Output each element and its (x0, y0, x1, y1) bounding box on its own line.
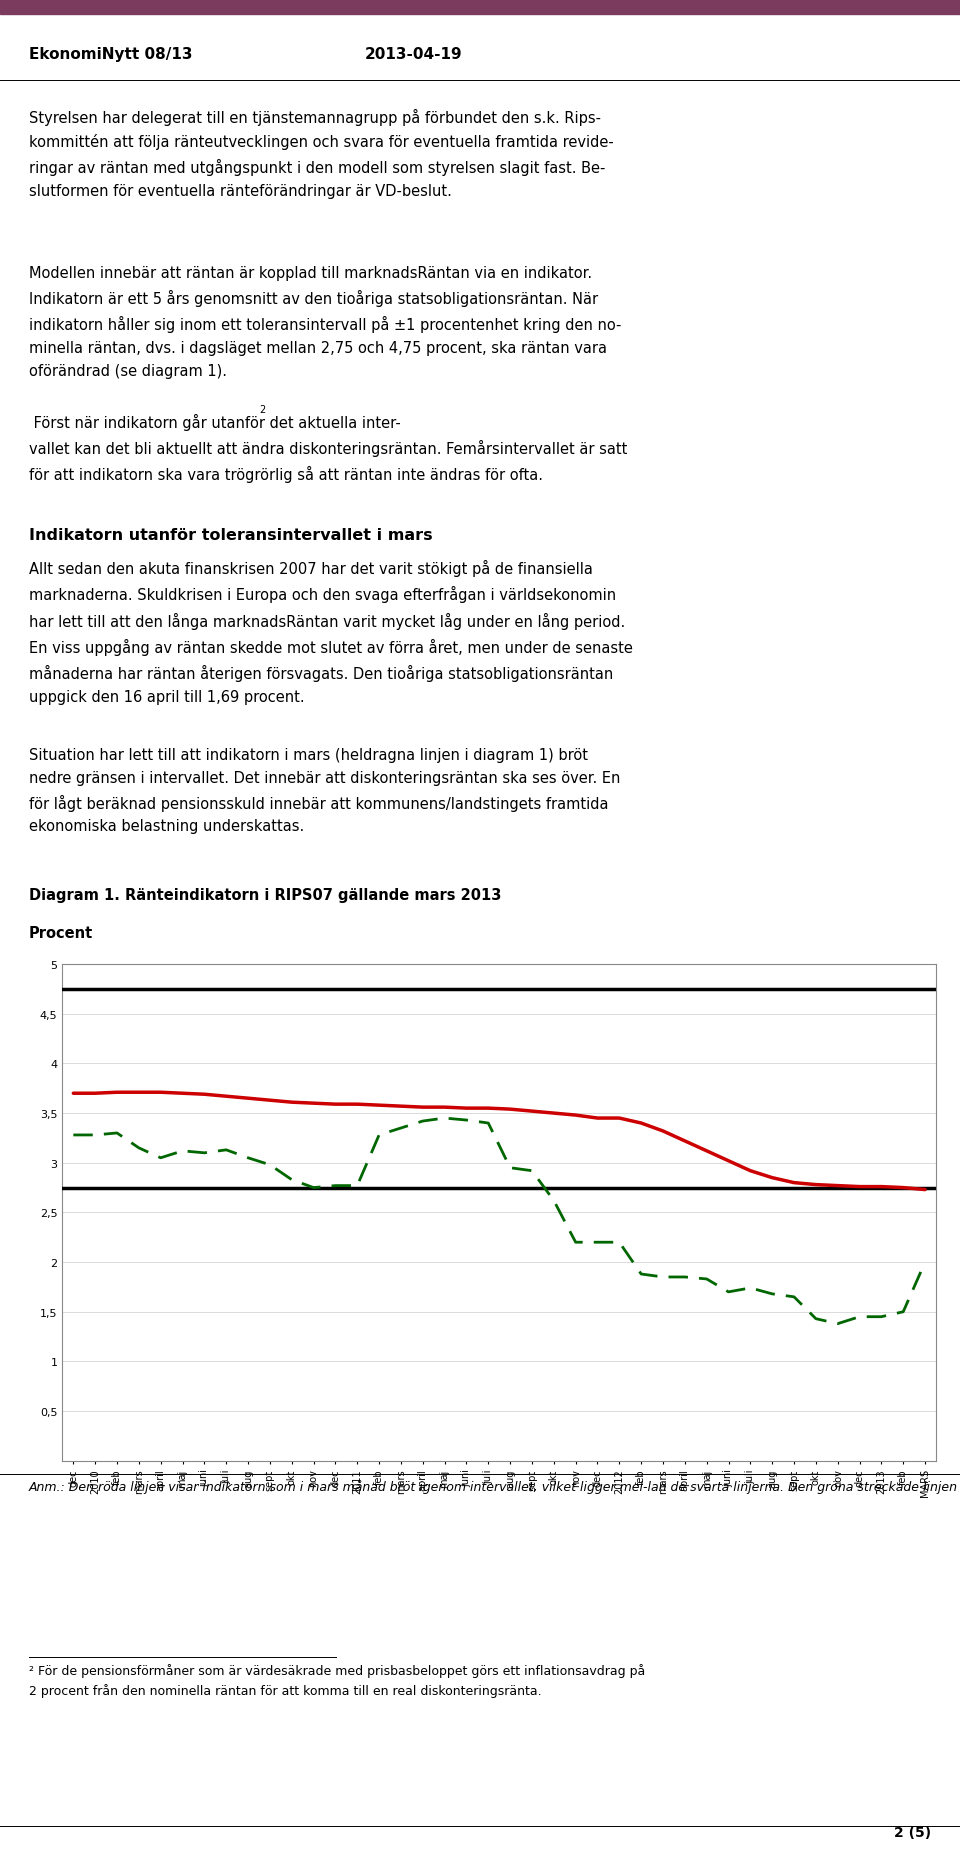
Text: Procent: Procent (29, 925, 93, 940)
Text: Styrelsen har delegerat till en tjänstemannagrupp på förbundet den s.k. Rips-
ko: Styrelsen har delegerat till en tjänstem… (29, 109, 613, 199)
Text: Situation har lett till att indikatorn i mars (heldragna linjen i diagram 1) brö: Situation har lett till att indikatorn i… (29, 747, 620, 833)
Text: Modellen innebär att räntan är kopplad till marknadsRäntan via en indikator.
Ind: Modellen innebär att räntan är kopplad t… (29, 266, 621, 378)
Text: Anm.: Den röda linjen visar indikatorn som i mars månad bröt igenom intervallet,: Anm.: Den röda linjen visar indikatorn s… (29, 1480, 960, 1493)
Text: 2013-04-19: 2013-04-19 (365, 47, 463, 62)
Text: 2 (5): 2 (5) (894, 1826, 931, 1839)
Text: Diagram 1. Ränteindikatorn i RIPS07 gällande mars 2013: Diagram 1. Ränteindikatorn i RIPS07 gäll… (29, 888, 501, 903)
Text: Först när indikatorn går utanför det aktuella inter-
vallet kan det bli aktuellt: Först när indikatorn går utanför det akt… (29, 414, 627, 483)
Text: ² För de pensionsförmåner som är värdesäkrade med prisbasbeloppet görs ett infla: ² För de pensionsförmåner som är värdesä… (29, 1663, 645, 1697)
Text: Allt sedan den akuta finanskrisen 2007 har det varit stökigt på de finansiella
m: Allt sedan den akuta finanskrisen 2007 h… (29, 560, 633, 704)
Bar (0, 0, 960, 15)
Text: EkonomiNytt 08/13: EkonomiNytt 08/13 (29, 47, 192, 62)
Text: 2: 2 (259, 405, 266, 414)
Text: Indikatorn utanför toleransintervallet i mars: Indikatorn utanför toleransintervallet i… (29, 528, 432, 543)
